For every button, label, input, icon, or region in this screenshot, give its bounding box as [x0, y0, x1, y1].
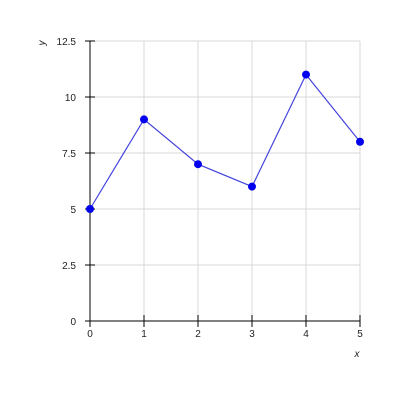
- x-axis-label: x: [354, 349, 361, 360]
- series-line: [89, 73, 361, 210]
- series: [86, 70, 364, 213]
- x-tick-label: 0: [87, 329, 93, 340]
- y-tick-label: 0: [70, 317, 76, 328]
- grid-lines: [90, 40, 361, 321]
- data-point: [86, 205, 94, 213]
- y-tick-label: 12.5: [57, 37, 77, 48]
- y-tick-label: 5: [70, 205, 76, 216]
- x-tick-label: 5: [357, 329, 363, 340]
- y-axis-label: y: [37, 40, 48, 47]
- y-tick-label: 10: [65, 93, 77, 104]
- y-axis-ticks: 0 2.5 5 7.5 10 12.5: [57, 37, 95, 328]
- data-point: [302, 70, 310, 79]
- data-point: [248, 182, 256, 191]
- data-point: [194, 160, 202, 169]
- x-axis-ticks: 0 1 2 3 4 5: [87, 315, 363, 340]
- y-tick-label: 7.5: [62, 149, 76, 160]
- x-tick-label: 3: [249, 329, 255, 340]
- x-tick-label: 2: [195, 329, 201, 340]
- axes: [89, 41, 360, 322]
- data-point: [356, 137, 364, 146]
- x-tick-label: 1: [141, 329, 147, 340]
- data-point: [140, 115, 148, 124]
- x-tick-label: 4: [303, 329, 309, 340]
- y-tick-label: 2.5: [62, 261, 76, 272]
